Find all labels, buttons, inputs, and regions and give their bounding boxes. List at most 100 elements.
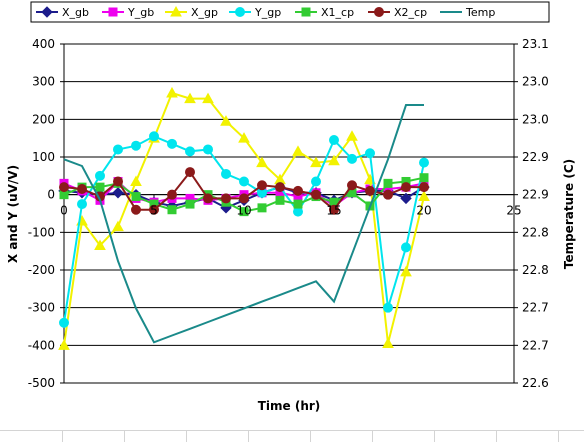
y-tick-label: -300: [28, 301, 55, 315]
data-point: [220, 115, 232, 126]
sheet-cell: [0, 431, 63, 442]
series-x2-cp: [59, 167, 429, 215]
x-tick-label: 20: [416, 204, 431, 218]
data-point: [374, 7, 384, 17]
data-point: [382, 337, 394, 348]
data-point: [346, 130, 358, 141]
data-point: [185, 146, 195, 157]
data-point: [202, 92, 214, 104]
data-point: [329, 204, 339, 215]
data-point: [167, 189, 177, 200]
sheet-cell: [124, 431, 187, 442]
y-tick-label: -500: [28, 376, 55, 390]
data-point: [311, 189, 321, 200]
legend-item: X1_cp: [295, 6, 354, 19]
series-x1-cp: [59, 173, 429, 217]
y-tick-label: 200: [32, 112, 55, 126]
data-point: [184, 92, 196, 104]
data-point: [293, 199, 303, 209]
y2-tick-label: 22.7: [522, 301, 549, 315]
legend-item: X2_cp: [368, 6, 427, 19]
data-point: [59, 317, 69, 328]
x-tick-label: 25: [506, 204, 521, 218]
data-point: [419, 157, 429, 168]
data-point: [400, 192, 412, 205]
data-point: [130, 175, 142, 186]
data-point: [95, 182, 105, 192]
legend-item: X_gp: [165, 5, 218, 19]
sheet-cell: [496, 431, 559, 442]
data-point: [239, 207, 249, 217]
x-tick-label: 10: [236, 204, 251, 218]
data-point: [275, 182, 285, 193]
data-point: [166, 86, 178, 98]
data-point: [347, 180, 357, 191]
data-point: [203, 193, 213, 204]
data-point: [221, 193, 231, 204]
data-point: [401, 182, 411, 193]
y2-tick-label: 22.7: [522, 338, 549, 352]
legend-item: Temp: [440, 6, 495, 19]
data-point: [77, 199, 87, 210]
x-tick-label: 0: [60, 204, 68, 218]
y-tick-label: -100: [28, 225, 55, 239]
legend-label: Y_gb: [127, 6, 154, 19]
y-tick-label: -400: [28, 338, 55, 352]
y2-tick-label: 22.9: [522, 150, 549, 164]
y-tick-label: 400: [32, 37, 55, 51]
sheet-cell: [372, 431, 435, 442]
data-point: [94, 239, 106, 251]
data-point: [167, 138, 177, 149]
data-point: [257, 203, 267, 213]
data-point: [77, 184, 87, 195]
data-point: [365, 148, 375, 159]
data-point: [185, 199, 195, 209]
data-point: [383, 178, 393, 188]
data-point: [239, 193, 249, 204]
y2-tick-label: 22.8: [522, 225, 549, 239]
sheet-cell: [434, 431, 497, 442]
legend-item: Y_gb: [102, 6, 154, 19]
legend-item: Y_gp: [229, 6, 281, 19]
y2-tick-label: 23.1: [522, 37, 549, 51]
data-point: [59, 182, 69, 193]
data-point: [401, 242, 411, 253]
data-point: [400, 265, 412, 277]
data-point: [108, 7, 118, 17]
y2-tick-label: 23.0: [522, 75, 549, 89]
data-point: [419, 173, 429, 183]
data-point: [149, 131, 159, 142]
data-point: [383, 189, 393, 200]
data-point: [383, 302, 393, 313]
data-point: [347, 153, 357, 164]
series-temp: [63, 104, 424, 344]
y2-tick-label: 22.6: [522, 376, 549, 390]
y2-tick-label: 22.9: [522, 188, 549, 202]
plot-area: [63, 43, 515, 384]
data-point: [113, 144, 123, 155]
data-point: [131, 204, 141, 215]
data-point: [113, 176, 123, 187]
data-point: [328, 154, 340, 166]
spreadsheet-grid-strip: [0, 430, 584, 442]
sheet-cell: [310, 431, 373, 442]
data-point: [293, 185, 303, 196]
legend-label: X1_cp: [321, 6, 354, 19]
sheet-cell: [186, 431, 249, 442]
data-point: [235, 7, 245, 17]
y-tick-label: 0: [47, 188, 55, 202]
series-line: [63, 104, 424, 344]
data-point: [419, 182, 429, 193]
data-point: [301, 7, 311, 17]
data-point: [275, 195, 285, 205]
data-point: [310, 156, 322, 168]
legend-label: X_gb: [62, 6, 89, 19]
sheet-cell: [248, 431, 311, 442]
legend: X_gb Y_gb X_gp Y_gp X1_cp X2_cp Temp: [30, 1, 550, 23]
data-point: [167, 205, 177, 215]
y-tick-label: 100: [32, 150, 55, 164]
data-point: [95, 170, 105, 181]
